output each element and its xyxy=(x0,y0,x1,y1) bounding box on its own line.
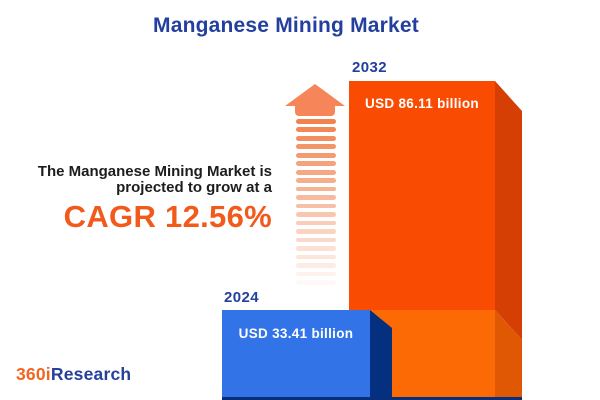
page-title: Manganese Mining Market xyxy=(153,14,419,37)
arrow-stripe xyxy=(296,169,336,175)
growth-note-line2: projected to grow at a xyxy=(116,179,272,196)
arrow-stripe xyxy=(296,195,336,200)
arrow-neck xyxy=(295,105,335,116)
bar-2032-face-top xyxy=(349,81,495,310)
growth-note-line1: The Manganese Mining Market is xyxy=(37,163,272,180)
arrow-stripe xyxy=(296,271,336,277)
brand-logo: 360iResearch xyxy=(16,364,131,385)
arrow-head-icon xyxy=(285,84,345,106)
bar-2024-side xyxy=(370,310,392,400)
bar-label-2032: 2032 xyxy=(352,59,387,76)
arrow-stripe xyxy=(296,229,336,234)
bar-2032-side-top xyxy=(495,81,522,340)
arrow-stripe xyxy=(296,254,336,260)
growth-arrow-stripes xyxy=(296,119,336,289)
logo-360i: 360i xyxy=(16,364,51,384)
arrow-stripe xyxy=(296,178,336,183)
arrow-stripe xyxy=(296,246,336,251)
arrow-stripe xyxy=(296,263,336,268)
arrow-stripe xyxy=(296,152,336,158)
arrow-stripe xyxy=(296,127,336,133)
arrow-stripe xyxy=(296,203,336,209)
arrow-stripe xyxy=(296,144,336,150)
bar-2024-face xyxy=(222,310,370,400)
arrow-stripe xyxy=(296,212,336,217)
arrow-stripe xyxy=(296,220,336,226)
arrow-stripe xyxy=(296,186,336,192)
chart-baseline xyxy=(222,397,522,400)
bar-value-2024: USD 33.41 billion xyxy=(238,326,354,341)
cagr-value: CAGR 12.56% xyxy=(63,199,272,234)
arrow-stripe xyxy=(296,135,336,141)
bar-label-2024: 2024 xyxy=(224,289,259,306)
arrow-stripe xyxy=(296,119,336,124)
growth-note: The Manganese Mining Market is projected… xyxy=(30,164,272,233)
arrow-stripe xyxy=(296,161,336,167)
bar-2032-side-bottom xyxy=(495,310,522,400)
logo-research: Research xyxy=(50,364,132,384)
bar-value-2032: USD 86.11 billion xyxy=(365,96,479,111)
arrow-stripe xyxy=(296,237,336,243)
arrow-stripe xyxy=(296,280,336,285)
